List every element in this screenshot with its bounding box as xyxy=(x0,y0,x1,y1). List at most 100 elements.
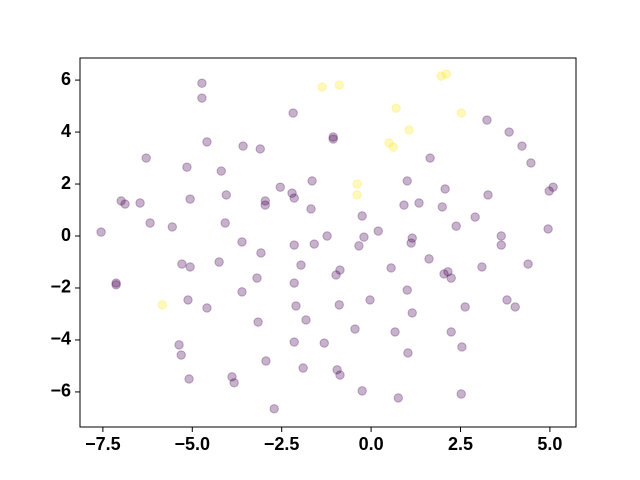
point xyxy=(317,82,327,92)
point xyxy=(390,327,400,337)
point xyxy=(365,295,375,305)
point xyxy=(135,198,145,208)
point xyxy=(335,370,345,380)
point xyxy=(332,365,342,375)
point xyxy=(216,166,226,176)
point xyxy=(548,182,558,192)
point xyxy=(384,138,394,148)
point xyxy=(301,315,311,325)
point xyxy=(446,273,456,283)
point xyxy=(111,280,121,290)
point xyxy=(309,239,319,249)
point xyxy=(252,273,262,283)
point xyxy=(334,300,344,310)
point xyxy=(523,259,533,269)
point xyxy=(287,188,297,198)
point xyxy=(306,204,316,214)
point xyxy=(141,153,151,163)
point xyxy=(269,404,279,414)
point xyxy=(425,153,435,163)
point xyxy=(298,363,308,373)
y-tick-label: −6 xyxy=(50,381,71,401)
point xyxy=(220,218,230,228)
point xyxy=(227,372,237,382)
point xyxy=(456,389,466,399)
point xyxy=(496,231,506,241)
point xyxy=(307,176,317,186)
point xyxy=(334,80,344,90)
point xyxy=(291,301,301,311)
point xyxy=(482,115,492,125)
point xyxy=(391,103,401,113)
y-tick-label: −4 xyxy=(50,329,71,349)
point xyxy=(214,257,224,267)
y-tick-label: −2 xyxy=(50,277,71,297)
point xyxy=(261,356,271,366)
point xyxy=(456,108,466,118)
point xyxy=(289,278,299,288)
plot-frame xyxy=(79,57,577,428)
point xyxy=(229,378,239,388)
point xyxy=(289,240,299,250)
point xyxy=(319,338,329,348)
point xyxy=(174,340,184,350)
point xyxy=(402,285,412,295)
point xyxy=(202,303,212,313)
point xyxy=(406,238,416,248)
y-tick-label: 0 xyxy=(61,225,71,245)
point xyxy=(111,278,121,288)
point xyxy=(414,198,424,208)
point xyxy=(167,222,177,232)
point xyxy=(359,232,369,242)
point xyxy=(322,231,332,241)
point xyxy=(437,202,447,212)
point xyxy=(260,200,270,210)
point xyxy=(402,176,412,186)
point xyxy=(289,193,299,203)
x-tick-label: −2.5 xyxy=(264,434,300,454)
point xyxy=(354,241,364,251)
point xyxy=(504,127,514,137)
x-tick-label: −5.0 xyxy=(175,434,211,454)
point xyxy=(404,125,414,135)
point xyxy=(116,196,126,206)
point xyxy=(496,240,506,250)
point xyxy=(237,287,247,297)
point xyxy=(407,308,417,318)
point xyxy=(176,350,186,360)
point xyxy=(221,190,231,200)
point xyxy=(197,78,207,88)
point xyxy=(238,141,248,151)
point xyxy=(407,233,417,243)
x-tick-label: 0.0 xyxy=(359,434,384,454)
point xyxy=(424,254,434,264)
point xyxy=(260,196,270,206)
point xyxy=(145,218,155,228)
point xyxy=(184,374,194,384)
point xyxy=(289,337,299,347)
point xyxy=(275,182,285,192)
point xyxy=(483,190,493,200)
point xyxy=(352,190,362,200)
point xyxy=(182,162,192,172)
point xyxy=(457,342,467,352)
point xyxy=(296,260,306,270)
point xyxy=(202,137,212,147)
point xyxy=(183,295,193,305)
point xyxy=(388,142,398,152)
point xyxy=(543,224,553,234)
point xyxy=(237,237,247,247)
x-tick-label: 2.5 xyxy=(448,434,473,454)
point xyxy=(477,262,487,272)
point xyxy=(185,262,195,272)
x-tick-label: 5.0 xyxy=(537,434,562,454)
point xyxy=(177,259,187,269)
point xyxy=(256,248,266,258)
point xyxy=(386,263,396,273)
y-tick-label: 4 xyxy=(61,121,71,141)
point xyxy=(253,317,263,327)
point xyxy=(544,186,554,196)
point xyxy=(446,327,456,337)
point xyxy=(517,141,527,151)
